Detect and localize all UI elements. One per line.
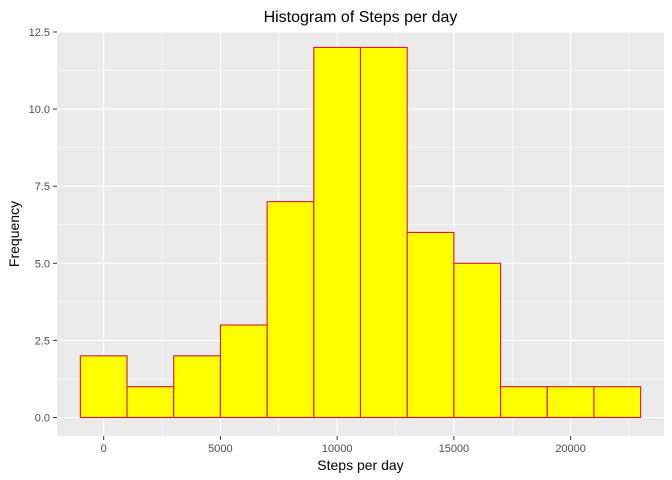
x-tick-label: 15000	[439, 443, 470, 455]
histogram-bar	[406, 231, 455, 419]
histogram-bar	[593, 386, 642, 419]
y-axis-title: Frequency	[6, 201, 22, 267]
histogram-bar	[500, 386, 548, 419]
histogram-bar	[266, 201, 315, 419]
chart-title: Histogram of Steps per day	[264, 9, 458, 26]
x-tick-label: 10000	[322, 443, 353, 455]
y-tick-label: 2.5	[35, 335, 50, 347]
histogram-bar	[173, 355, 221, 419]
histogram-bar	[453, 262, 502, 419]
histogram-bar	[219, 324, 268, 419]
histogram-bar	[546, 386, 595, 419]
y-tick-label: 10.0	[29, 104, 50, 116]
x-axis-title: Steps per day	[317, 457, 403, 473]
histogram-bar	[126, 386, 175, 419]
x-axis-ticks: 0 5000 10000 15000 20000	[101, 436, 586, 455]
histogram-bar	[79, 355, 128, 419]
x-tick-label: 20000	[555, 443, 586, 455]
y-tick-label: 0.0	[35, 412, 50, 424]
histogram-bar	[313, 46, 362, 419]
histogram-bars	[79, 46, 642, 419]
y-tick-label: 7.5	[35, 181, 50, 193]
y-axis-ticks: 0.0 2.5 5.0 7.5 10.0 12.5	[29, 27, 57, 424]
x-tick-label: 0	[101, 443, 107, 455]
histogram-bar	[359, 46, 408, 419]
y-tick-label: 12.5	[29, 27, 50, 39]
y-tick-label: 5.0	[35, 258, 50, 270]
x-tick-label: 5000	[208, 443, 232, 455]
